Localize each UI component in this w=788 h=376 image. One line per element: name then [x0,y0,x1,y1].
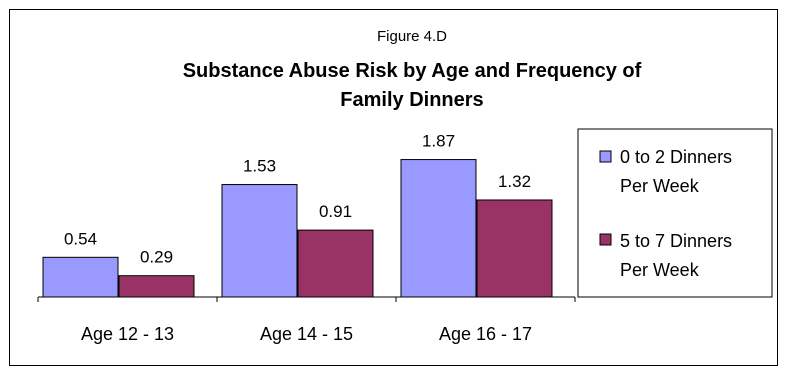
bar-series-1-2 [221,184,298,298]
bar-series-2-1 [118,275,195,298]
value-label-series-1-3: 1.87 [422,132,455,151]
figure-label: Figure 4.D [377,28,447,45]
legend-label-series-1-line-1: 0 to 2 Dinners [620,147,732,167]
value-label-series-2-2: 0.91 [319,202,352,221]
value-label-series-2-3: 1.32 [498,172,531,191]
category-label-2: Age 14 - 15 [260,324,353,344]
value-label-series-1-1: 0.54 [64,229,97,248]
bar-series-2-3 [476,199,553,298]
bar-series-1-1 [42,256,119,298]
legend-label-series-1-line-2: Per Week [620,176,700,196]
chart-title-line-1: Substance Abuse Risk by Age and Frequenc… [183,60,642,82]
bar-series-1-3 [400,159,477,298]
value-label-series-2-1: 0.29 [140,248,173,267]
bar-series-2-2 [297,229,374,298]
legend: 0 to 2 Dinners Per Week 5 to 7 Dinners P… [577,128,773,298]
legend-label-series-2-line-1: 5 to 7 Dinners [620,231,732,251]
category-label-1: Age 12 - 13 [81,324,174,344]
chart-title-line-2: Family Dinners [340,89,483,111]
legend-label-series-2-line-2: Per Week [620,260,700,280]
category-label-3: Age 16 - 17 [439,324,532,344]
legend-swatch-series-1 [599,150,612,163]
legend-swatch-series-2 [599,233,612,246]
value-label-series-1-2: 1.53 [243,157,276,176]
plot-area: 0.54 0.29 Age 12 - 13 1.53 0.91 Age 14 - 15 1.… [37,132,576,344]
